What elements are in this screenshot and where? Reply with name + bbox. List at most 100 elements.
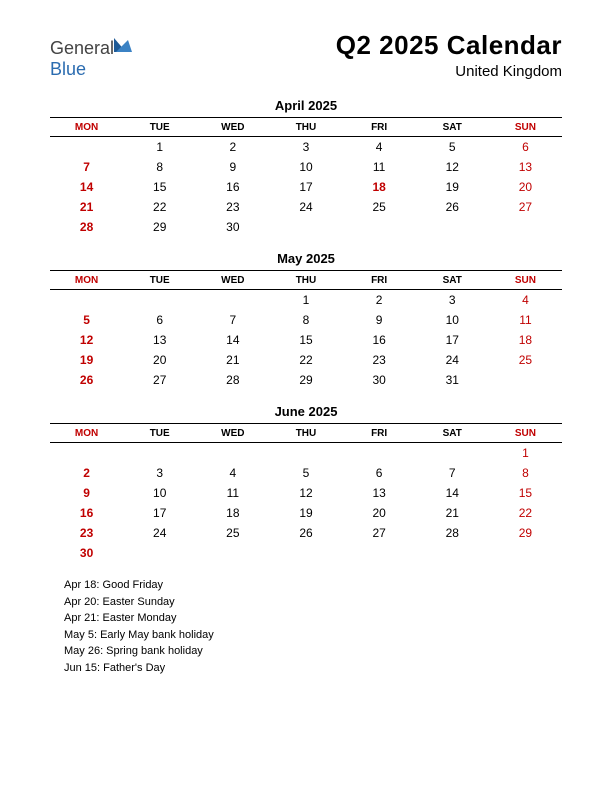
day-cell [196, 543, 269, 563]
day-cell: 28 [196, 370, 269, 390]
day-cell: 12 [50, 330, 123, 350]
day-header: SUN [489, 424, 562, 443]
day-cell: 4 [489, 290, 562, 311]
day-cell: 3 [269, 137, 342, 158]
logo-word2: Blue [50, 59, 86, 79]
day-cell: 6 [343, 463, 416, 483]
day-cell: 3 [416, 290, 489, 311]
holiday-item: May 26: Spring bank holiday [64, 643, 562, 660]
page-title: Q2 2025 Calendar [336, 30, 562, 61]
day-cell: 22 [123, 197, 196, 217]
day-cell: 29 [269, 370, 342, 390]
day-cell [269, 217, 342, 237]
day-cell: 2 [343, 290, 416, 311]
day-cell: 17 [123, 503, 196, 523]
day-header: THU [269, 271, 342, 290]
day-cell: 6 [489, 137, 562, 158]
day-cell: 24 [416, 350, 489, 370]
day-cell: 16 [50, 503, 123, 523]
day-cell: 27 [343, 523, 416, 543]
day-cell: 7 [416, 463, 489, 483]
day-header: SAT [416, 118, 489, 137]
day-cell [123, 543, 196, 563]
day-cell: 16 [196, 177, 269, 197]
holiday-item: May 5: Early May bank holiday [64, 627, 562, 644]
day-header: MON [50, 271, 123, 290]
day-cell: 16 [343, 330, 416, 350]
day-cell [50, 137, 123, 158]
day-cell: 24 [269, 197, 342, 217]
day-cell: 15 [269, 330, 342, 350]
day-cell [489, 217, 562, 237]
day-cell: 11 [489, 310, 562, 330]
day-cell: 4 [196, 463, 269, 483]
day-cell: 17 [269, 177, 342, 197]
month-grid: MONTUEWEDTHUFRISATSUN1234567891011121314… [50, 423, 562, 563]
day-cell: 21 [416, 503, 489, 523]
day-cell: 20 [343, 503, 416, 523]
day-cell [269, 543, 342, 563]
holiday-item: Apr 20: Easter Sunday [64, 594, 562, 611]
day-cell: 11 [196, 483, 269, 503]
day-cell: 13 [123, 330, 196, 350]
month-title: April 2025 [50, 98, 562, 113]
day-header: WED [196, 118, 269, 137]
day-cell: 2 [50, 463, 123, 483]
day-cell [343, 217, 416, 237]
calendar-page: GeneralBlue Q2 2025 Calendar United King… [0, 0, 612, 696]
month-block: April 2025MONTUEWEDTHUFRISATSUN123456789… [50, 98, 562, 237]
day-cell: 18 [489, 330, 562, 350]
day-header: SAT [416, 271, 489, 290]
day-cell: 25 [489, 350, 562, 370]
day-cell [489, 370, 562, 390]
day-cell [269, 443, 342, 464]
day-cell: 17 [416, 330, 489, 350]
day-cell: 26 [416, 197, 489, 217]
day-header: WED [196, 424, 269, 443]
day-cell: 25 [343, 197, 416, 217]
month-grid: MONTUEWEDTHUFRISATSUN1234567891011121314… [50, 270, 562, 390]
day-cell: 12 [416, 157, 489, 177]
month-title: May 2025 [50, 251, 562, 266]
day-cell: 3 [123, 463, 196, 483]
day-cell: 26 [50, 370, 123, 390]
page-subtitle: United Kingdom [336, 63, 562, 80]
day-cell: 8 [489, 463, 562, 483]
month-title: June 2025 [50, 404, 562, 419]
day-cell: 19 [269, 503, 342, 523]
day-cell: 4 [343, 137, 416, 158]
day-cell: 31 [416, 370, 489, 390]
day-header: SUN [489, 271, 562, 290]
day-cell [123, 443, 196, 464]
day-cell [50, 443, 123, 464]
day-cell [196, 290, 269, 311]
day-cell: 9 [196, 157, 269, 177]
day-cell: 10 [269, 157, 342, 177]
logo-text: GeneralBlue [50, 36, 136, 80]
holidays-list: Apr 18: Good FridayApr 20: Easter Sunday… [50, 577, 562, 676]
day-cell: 28 [50, 217, 123, 237]
day-cell: 1 [489, 443, 562, 464]
holiday-item: Apr 18: Good Friday [64, 577, 562, 594]
logo-word1: General [50, 38, 114, 58]
day-cell: 19 [416, 177, 489, 197]
day-cell [343, 543, 416, 563]
day-cell: 14 [416, 483, 489, 503]
day-cell: 30 [343, 370, 416, 390]
day-cell [50, 290, 123, 311]
day-header: FRI [343, 118, 416, 137]
day-cell [123, 290, 196, 311]
day-cell: 20 [489, 177, 562, 197]
title-block: Q2 2025 Calendar United Kingdom [336, 30, 562, 80]
day-cell: 9 [343, 310, 416, 330]
day-cell [416, 543, 489, 563]
day-cell [489, 543, 562, 563]
day-cell: 13 [343, 483, 416, 503]
day-cell: 5 [416, 137, 489, 158]
day-cell [343, 443, 416, 464]
day-cell: 30 [50, 543, 123, 563]
day-cell: 7 [50, 157, 123, 177]
day-cell: 11 [343, 157, 416, 177]
day-cell: 6 [123, 310, 196, 330]
day-cell: 26 [269, 523, 342, 543]
